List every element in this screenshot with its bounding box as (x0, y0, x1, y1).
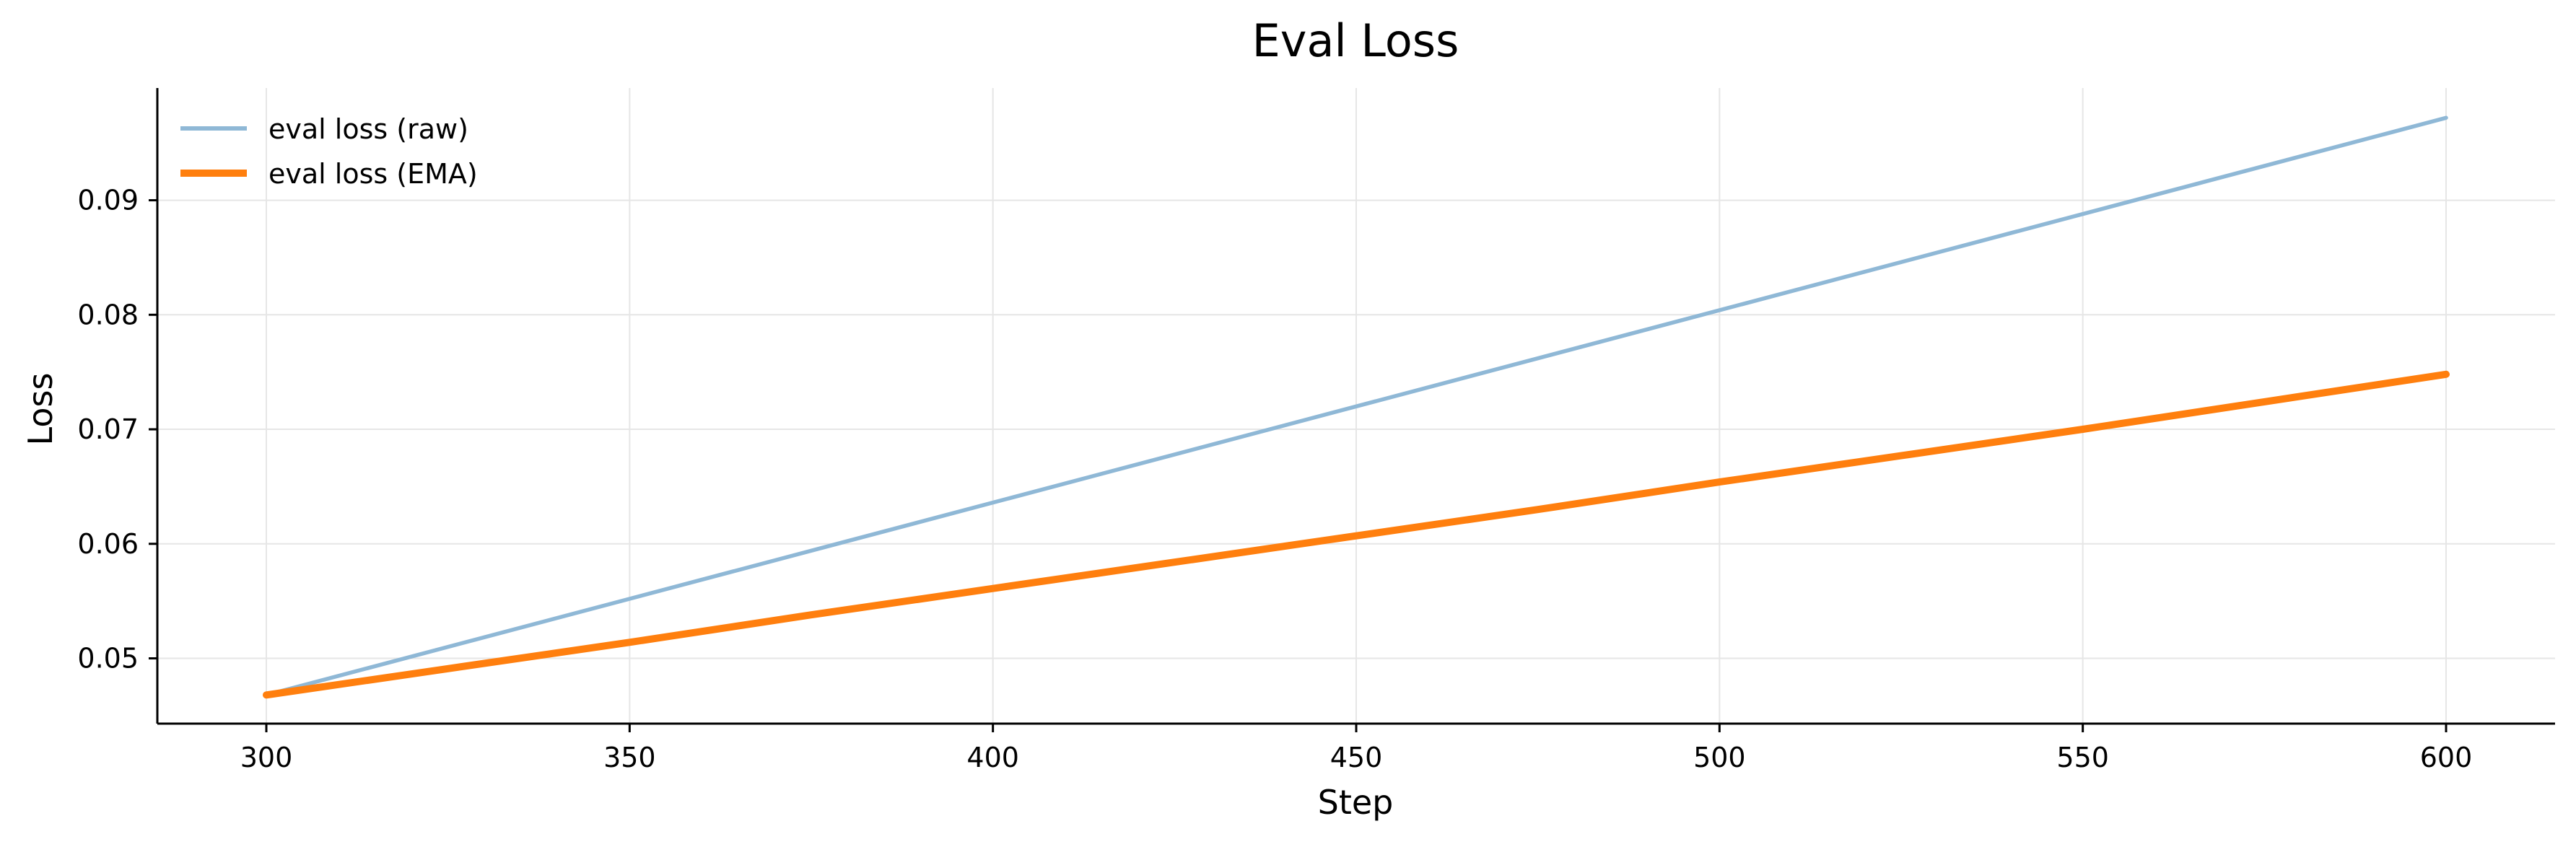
y-tick-label: 0.07 (77, 413, 139, 445)
y-tick-label: 0.08 (77, 299, 139, 330)
tick-layer: 300 350 400 450 500 550 600 0.05 0.06 0.07 0.08 0.0… (77, 185, 2472, 773)
x-axis-label: Step (1318, 783, 1394, 822)
x-tick-label: 400 (966, 742, 1019, 773)
series-line-raw (264, 115, 2448, 698)
series-layer (263, 115, 2450, 699)
legend: eval loss (raw) eval loss (EMA) (180, 113, 478, 190)
chart-title: Eval Loss (1252, 14, 1459, 67)
x-tick-label: 450 (1330, 742, 1383, 773)
y-tick-label: 0.09 (77, 185, 139, 216)
x-tick-label: 350 (603, 742, 656, 773)
x-tick-label: 550 (2056, 742, 2109, 773)
x-tick-label: 500 (1693, 742, 1746, 773)
x-tick-label: 300 (240, 742, 293, 773)
legend-label-ema: eval loss (EMA) (268, 158, 478, 190)
y-tick-label: 0.05 (77, 643, 139, 675)
y-tick-label: 0.06 (77, 528, 139, 560)
series-line-ema (263, 370, 2450, 699)
x-tick-label: 600 (2420, 742, 2473, 773)
y-axis-label: Loss (21, 373, 60, 446)
grid-layer (157, 88, 2555, 724)
legend-label-raw: eval loss (raw) (268, 113, 468, 145)
